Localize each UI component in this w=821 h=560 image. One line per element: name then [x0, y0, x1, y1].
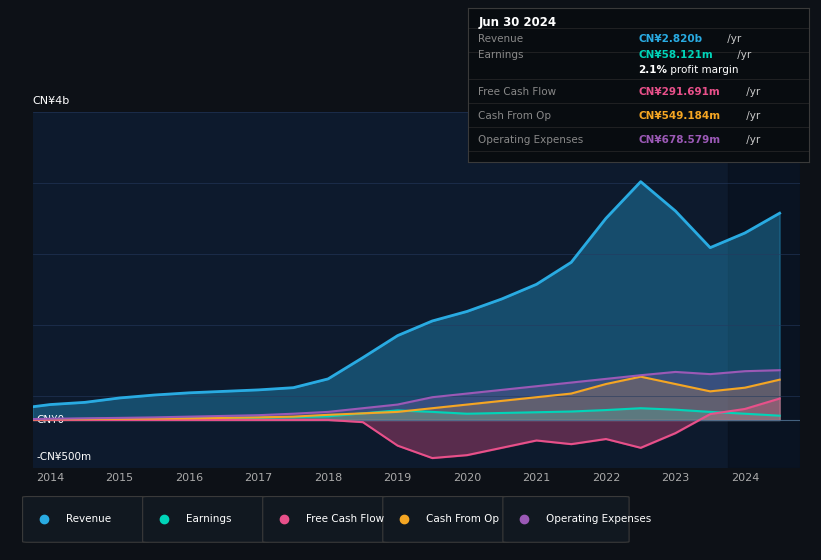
Text: CN¥549.184m: CN¥549.184m — [639, 111, 721, 121]
FancyBboxPatch shape — [263, 497, 389, 542]
Text: Operating Expenses: Operating Expenses — [478, 135, 584, 145]
Text: /yr: /yr — [743, 111, 760, 121]
Text: profit margin: profit margin — [667, 65, 739, 75]
Text: Free Cash Flow: Free Cash Flow — [306, 515, 384, 524]
Text: Cash From Op: Cash From Op — [426, 515, 499, 524]
Text: Earnings: Earnings — [186, 515, 232, 524]
Text: /yr: /yr — [734, 50, 751, 59]
FancyBboxPatch shape — [383, 497, 509, 542]
Text: Free Cash Flow: Free Cash Flow — [478, 87, 557, 97]
Text: Operating Expenses: Operating Expenses — [546, 515, 651, 524]
Text: CN¥0: CN¥0 — [37, 415, 65, 425]
Text: Jun 30 2024: Jun 30 2024 — [478, 16, 557, 29]
Text: /yr: /yr — [724, 34, 741, 44]
FancyBboxPatch shape — [23, 497, 149, 542]
Text: CN¥4b: CN¥4b — [33, 96, 70, 106]
FancyBboxPatch shape — [143, 497, 269, 542]
Text: /yr: /yr — [743, 135, 760, 145]
Text: -CN¥500m: -CN¥500m — [37, 451, 92, 461]
Bar — [727, 112, 800, 468]
Text: Revenue: Revenue — [478, 34, 523, 44]
Text: CN¥291.691m: CN¥291.691m — [639, 87, 720, 97]
Text: /yr: /yr — [743, 87, 760, 97]
Text: Cash From Op: Cash From Op — [478, 111, 551, 121]
Text: Revenue: Revenue — [66, 515, 111, 524]
Text: 2.1%: 2.1% — [639, 65, 667, 75]
Text: Earnings: Earnings — [478, 50, 524, 59]
Text: CN¥2.820b: CN¥2.820b — [639, 34, 703, 44]
Text: CN¥58.121m: CN¥58.121m — [639, 50, 713, 59]
Text: CN¥678.579m: CN¥678.579m — [639, 135, 721, 145]
FancyBboxPatch shape — [503, 497, 629, 542]
